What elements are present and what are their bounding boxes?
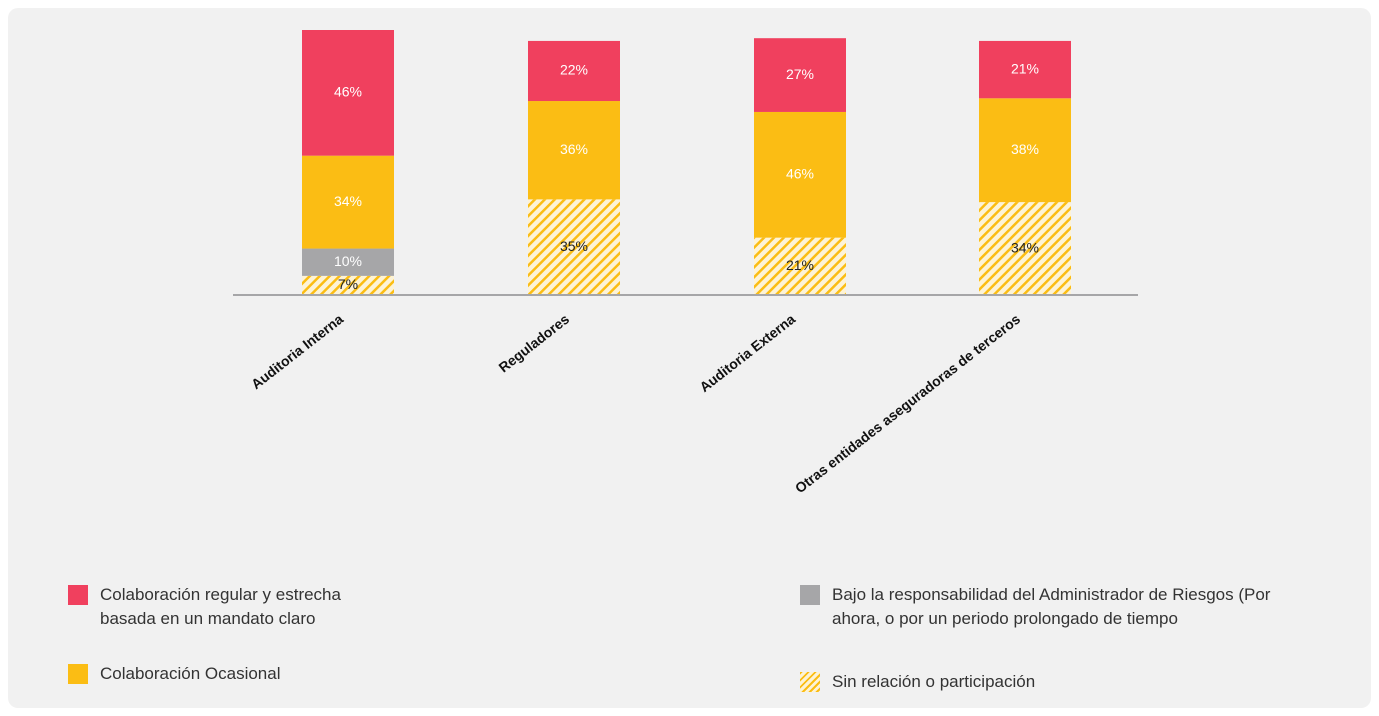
value-label: 27% bbox=[786, 66, 814, 82]
legend-swatch bbox=[68, 664, 88, 684]
value-label: 34% bbox=[1011, 239, 1039, 255]
legend-label: Colaboración Ocasional bbox=[100, 664, 281, 683]
bar-segment bbox=[528, 101, 620, 200]
legend-label: Bajo la responsabilidad del Administrado… bbox=[832, 585, 1271, 628]
legend-item: Bajo la responsabilidad del Administrado… bbox=[800, 583, 1320, 631]
value-label: 22% bbox=[560, 62, 588, 78]
value-label: 36% bbox=[560, 141, 588, 157]
bar-segment bbox=[302, 155, 394, 249]
panel bbox=[8, 8, 1371, 708]
bar-segment bbox=[754, 237, 846, 295]
bar-segment bbox=[979, 98, 1071, 203]
legend-item: Colaboración Ocasional bbox=[68, 662, 468, 686]
value-label: 34% bbox=[334, 193, 362, 209]
value-label: 46% bbox=[334, 84, 362, 100]
value-label: 10% bbox=[334, 253, 362, 269]
bar-segment bbox=[979, 202, 1071, 295]
x-tick-label: Reguladores bbox=[495, 311, 572, 376]
x-tick-label: Auditoria Interna bbox=[248, 311, 346, 393]
bar-segment bbox=[302, 30, 394, 156]
bar-segment bbox=[754, 38, 846, 112]
bar-segment bbox=[302, 248, 394, 276]
bar-segment bbox=[528, 40, 620, 102]
legend-label: Sin relación o participación bbox=[832, 672, 1036, 691]
bar-segment bbox=[528, 199, 620, 295]
bar-segment bbox=[302, 275, 394, 295]
x-tick-label: Otras entidades aseguradoras de terceros bbox=[792, 311, 1023, 497]
bar-segment bbox=[979, 40, 1071, 99]
x-tick-label: Auditoria Externa bbox=[696, 311, 798, 396]
bar-segment bbox=[754, 111, 846, 238]
legend-label: Colaboración regular y estrecha basada e… bbox=[100, 585, 341, 628]
value-label: 7% bbox=[338, 276, 358, 292]
value-label: 35% bbox=[560, 238, 588, 254]
value-label: 21% bbox=[1011, 60, 1039, 76]
legend-swatch bbox=[68, 585, 88, 605]
value-label: 38% bbox=[1011, 141, 1039, 157]
legend-swatch bbox=[800, 585, 820, 605]
legend-item: Colaboración regular y estrecha basada e… bbox=[68, 583, 398, 631]
legend-swatch bbox=[800, 672, 820, 692]
legend-item: Sin relación o participación bbox=[800, 670, 1200, 694]
value-label: 46% bbox=[786, 165, 814, 181]
value-label: 21% bbox=[786, 257, 814, 273]
